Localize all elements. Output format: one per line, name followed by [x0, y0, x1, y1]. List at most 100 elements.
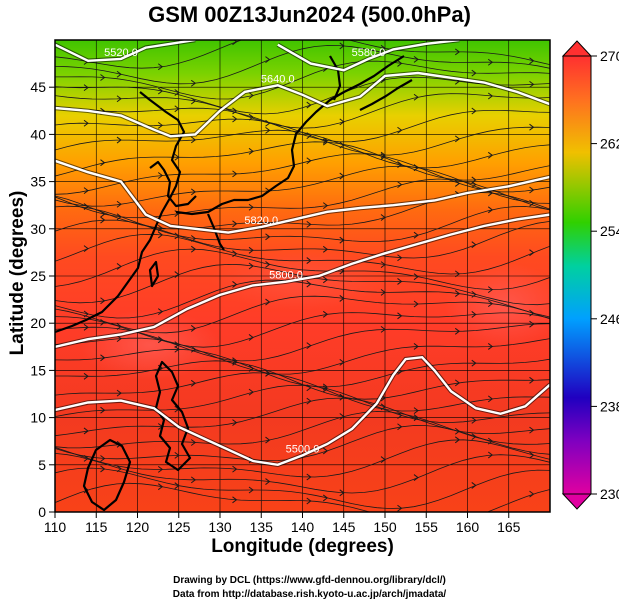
x-tick-label: 150	[373, 519, 397, 535]
y-tick-label: 20	[30, 315, 46, 331]
coastline-philippines	[154, 360, 192, 472]
x-tick-label: 130	[208, 519, 232, 535]
flow-arrow	[529, 451, 535, 459]
streamline	[55, 337, 550, 375]
flow-arrow	[529, 309, 535, 317]
contour-5520.0	[55, 40, 196, 63]
flow-arrow	[322, 383, 329, 391]
flow-arrow	[157, 172, 164, 179]
flow-arrow	[322, 245, 329, 253]
flow-arrow	[322, 494, 329, 502]
flow-arrow	[487, 395, 494, 403]
flow-arrow	[454, 379, 461, 387]
x-axis-label: Longitude (degrees)	[211, 536, 394, 557]
flow-arrow	[174, 153, 180, 161]
colorbar: 230 238 246 254 262 270	[561, 40, 619, 510]
y-tick-label: 40	[30, 126, 46, 142]
flow-arrow	[454, 270, 461, 278]
streamline	[55, 439, 550, 478]
flow-arrow	[339, 172, 345, 180]
flow-arrow	[487, 58, 494, 66]
flow-arrow	[190, 136, 197, 144]
flow-arrow	[306, 397, 312, 405]
flow-arrow	[248, 388, 254, 396]
flow-arrow	[232, 40, 238, 46]
flow-arrow	[471, 311, 477, 318]
flow-arrow	[380, 325, 386, 333]
x-tick-label: 165	[497, 519, 521, 535]
streamline	[55, 60, 550, 100]
flow-arrow	[100, 465, 106, 473]
flow-arrow	[190, 476, 197, 484]
flow-arrow	[157, 336, 164, 344]
flow-arrow	[529, 80, 535, 88]
streamline	[55, 93, 550, 129]
y-tick-label: 45	[30, 79, 46, 95]
flow-arrow	[322, 310, 329, 318]
flow-arrow	[248, 113, 254, 121]
flow-arrow	[471, 433, 477, 440]
flow-arrow	[529, 490, 535, 498]
streamline	[55, 205, 550, 242]
x-tick-label: 155	[415, 519, 439, 535]
flow-arrow	[487, 206, 494, 214]
flow-arrow	[307, 28, 311, 34]
flow-arrow	[248, 246, 254, 254]
flow-arrow	[306, 221, 312, 228]
flow-arrow	[232, 170, 238, 178]
flow-arrow	[454, 436, 461, 444]
flow-arrow	[83, 187, 89, 195]
flow-arrow	[232, 250, 238, 258]
flow-arrow	[174, 271, 180, 278]
flow-arrow	[190, 235, 197, 242]
flow-arrow	[306, 157, 312, 165]
flow-arrow	[232, 281, 238, 288]
y-tick-label: 35	[30, 174, 46, 190]
flow-arrow	[190, 188, 197, 196]
flow-arrow	[248, 334, 254, 341]
flow-arrow	[116, 465, 122, 473]
x-tick-label: 145	[332, 519, 356, 535]
streamline	[55, 118, 550, 156]
flow-arrow	[248, 92, 254, 99]
y-tick-label: 5	[38, 457, 46, 473]
flow-arrow	[100, 406, 106, 414]
flow-arrow	[306, 132, 312, 140]
flow-arrow	[454, 135, 461, 143]
contour-5500.0	[55, 355, 550, 467]
colorbar-tick-label: 254	[600, 223, 619, 239]
flow-arrow	[83, 245, 89, 253]
streamline	[55, 384, 550, 423]
flow-arrow	[487, 437, 494, 445]
colorbar-tick-label: 262	[600, 136, 619, 152]
flow-arrow	[174, 482, 180, 490]
contour-5640.0	[55, 71, 550, 138]
colorbar-scale	[562, 55, 592, 495]
flow-arrow	[380, 456, 386, 463]
coastline-asia	[55, 91, 186, 334]
flow-arrow	[83, 310, 89, 318]
flow-arrow	[265, 261, 271, 268]
flow-arrow	[529, 376, 535, 384]
flow-arrow	[397, 181, 403, 189]
flow-arrow	[232, 465, 238, 473]
coastline-kurils	[359, 79, 413, 111]
x-tick-label: 115	[85, 519, 108, 535]
flow-arrow	[306, 497, 312, 505]
flow-arrow	[454, 427, 461, 435]
flow-arrow	[174, 89, 180, 96]
flow-arrow	[265, 56, 271, 64]
flow-arrow	[100, 74, 106, 81]
flow-arrow	[380, 288, 386, 296]
flow-arrow	[265, 119, 271, 127]
flow-arrow	[157, 224, 164, 232]
flow-arrow	[380, 151, 386, 159]
flow-arrow	[339, 118, 345, 126]
streamline	[55, 397, 550, 437]
flow-arrow	[487, 300, 494, 308]
streamline	[55, 248, 550, 290]
warm-anomaly	[445, 263, 550, 347]
x-tick-label: 160	[456, 519, 480, 535]
flow-arrow	[83, 84, 89, 91]
